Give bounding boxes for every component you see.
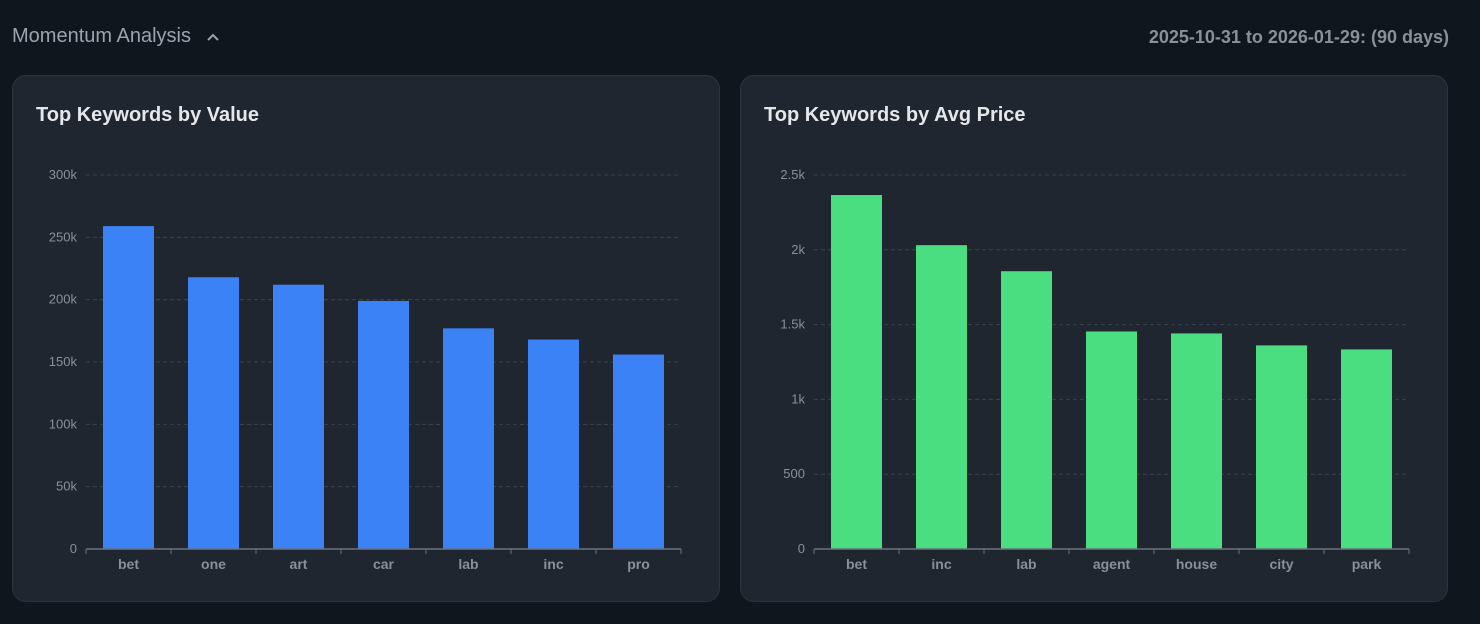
bar-park	[1341, 349, 1392, 549]
y-tick-label: 250k	[49, 229, 78, 244]
x-tick-label: art	[290, 556, 308, 572]
x-tick-label: inc	[931, 556, 951, 572]
y-tick-label: 2.5k	[780, 167, 805, 182]
section-toggle[interactable]: Momentum Analysis	[12, 25, 221, 48]
bar-agent	[1086, 331, 1137, 549]
y-tick-label: 50k	[56, 479, 77, 494]
chart-title: Top Keywords by Avg Price	[764, 104, 1026, 126]
chart-card-avg-price: Top Keywords by Avg Price 0 500 1k 1.5k 2k 2.…	[740, 75, 1448, 602]
bar-chart-avg-price: 0 500 1k 1.5k 2k 2.5k bet inc lab agent house city p…	[780, 167, 1410, 572]
bar-chart-value: 0 50k 100k 150k 200k 250k 300k bet one art car lab i…	[49, 167, 682, 572]
x-tick-label: bet	[846, 556, 867, 572]
bar-one	[188, 277, 239, 549]
bar-inc	[916, 245, 967, 549]
y-tick-label: 0	[70, 541, 77, 556]
chart-title: Top Keywords by Value	[36, 104, 260, 126]
y-tick-label: 1.5k	[780, 317, 805, 332]
bar-inc	[528, 339, 579, 549]
chevron-up-icon	[207, 33, 219, 41]
y-tick-label: 200k	[49, 292, 78, 307]
x-tick-label: city	[1269, 556, 1293, 572]
x-tick-label: agent	[1093, 556, 1131, 572]
y-tick-label: 100k	[49, 416, 78, 431]
x-tick-label: lab	[458, 556, 478, 572]
bar-pro	[613, 354, 664, 549]
y-tick-label: 300k	[49, 167, 78, 182]
x-tick-label: inc	[543, 556, 563, 572]
chart-card-value: Top Keywords by Value 0 50k 100k 150k 200k 25…	[12, 75, 720, 602]
x-tick-label: pro	[627, 556, 650, 572]
bar-bet	[831, 195, 882, 550]
y-tick-label: 500	[783, 466, 805, 481]
bar-lab	[1001, 271, 1052, 549]
x-tick-label: house	[1176, 556, 1217, 572]
bar-car	[358, 300, 409, 549]
x-tick-label: one	[201, 556, 226, 572]
y-tick-label: 2k	[791, 242, 805, 257]
bar-city	[1256, 345, 1307, 549]
y-tick-label: 150k	[49, 354, 78, 369]
bar-art	[273, 284, 324, 549]
x-tick-label: lab	[1016, 556, 1036, 572]
x-tick-label: car	[373, 556, 395, 572]
date-range: 2025-10-31 to 2026-01-29: (90 days)	[1148, 27, 1449, 47]
bar-house	[1171, 333, 1222, 549]
x-tick-label: park	[1352, 556, 1382, 572]
x-tick-label: bet	[118, 556, 139, 572]
bar-lab	[443, 328, 494, 549]
bar-bet	[103, 226, 154, 549]
y-tick-label: 1k	[791, 391, 805, 406]
section-title: Momentum Analysis	[12, 25, 191, 47]
y-tick-label: 0	[798, 541, 805, 556]
